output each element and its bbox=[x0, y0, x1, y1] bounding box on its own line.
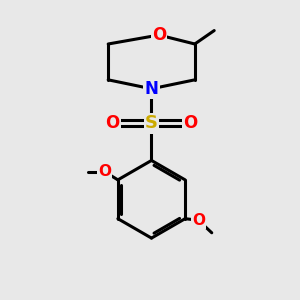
Text: O: O bbox=[192, 213, 205, 228]
Text: O: O bbox=[183, 114, 197, 132]
Text: S: S bbox=[145, 114, 158, 132]
Text: O: O bbox=[152, 26, 166, 44]
Text: O: O bbox=[98, 164, 111, 179]
Text: N: N bbox=[145, 80, 158, 98]
Text: O: O bbox=[106, 114, 120, 132]
